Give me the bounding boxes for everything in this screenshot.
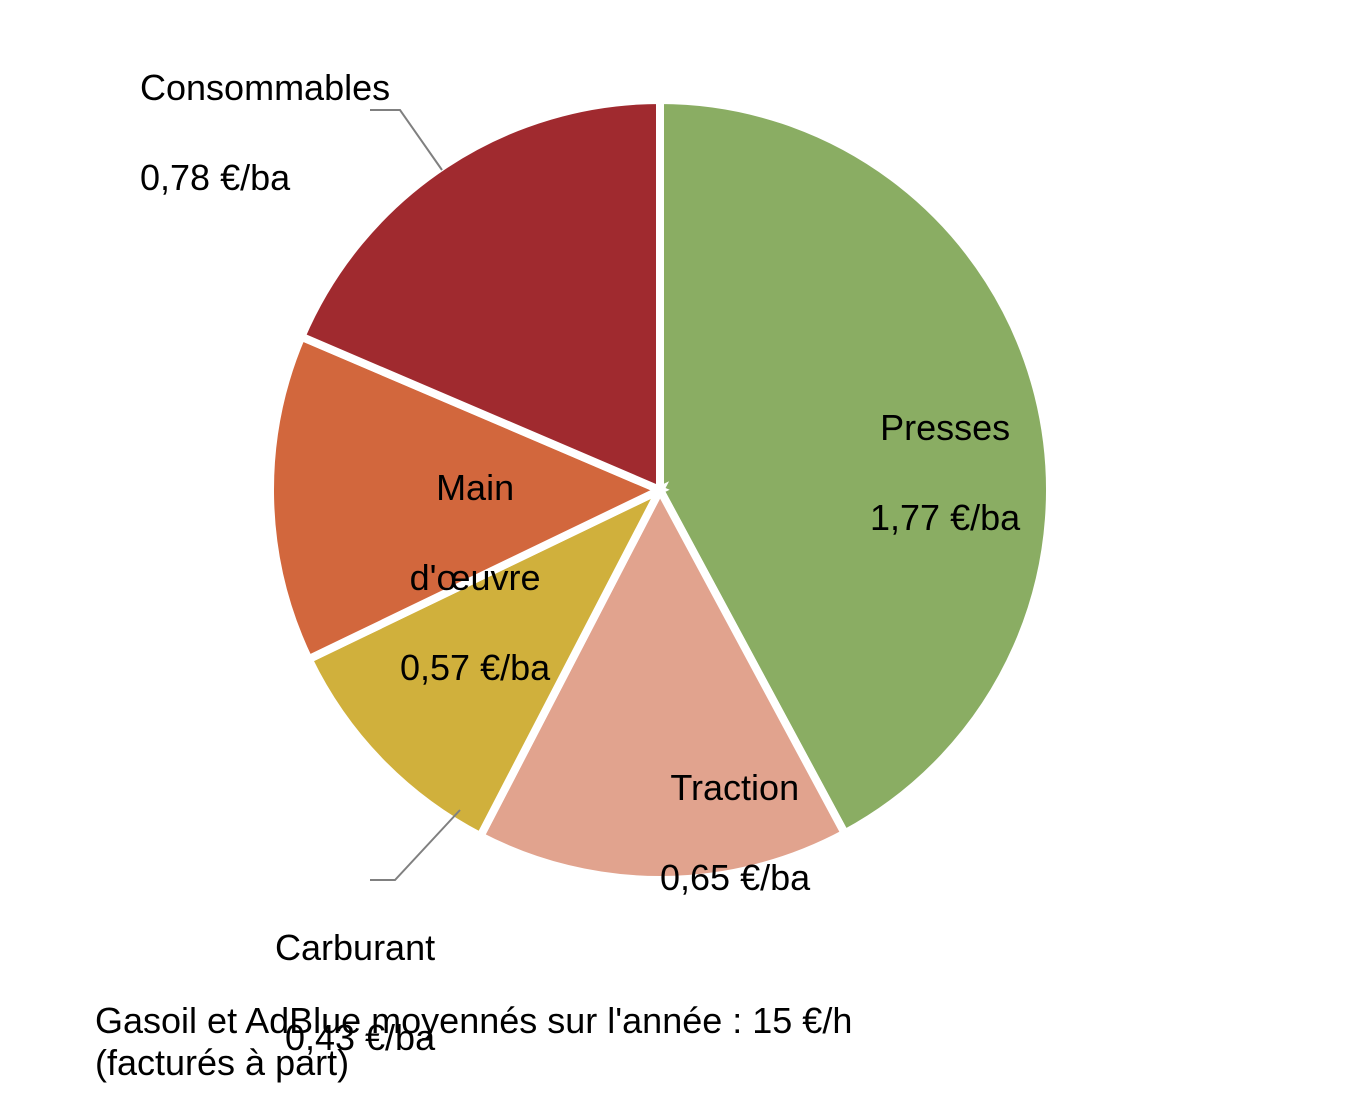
pie-chart-container: Presses 1,77 €/ba Traction 0,65 €/ba Car…	[0, 0, 1366, 1118]
slice-label-consommables: Consommables 0,78 €/ba	[100, 20, 390, 245]
slice-label-presses: Presses 1,77 €/ba	[830, 360, 1020, 585]
chart-footnote: Gasoil et AdBlue moyennés sur l'année : …	[95, 1000, 852, 1084]
slice-label-traction: Traction 0,65 €/ba	[620, 720, 810, 945]
slice-label-main-d-oeuvre: Main d'œuvre 0,57 €/ba	[360, 420, 550, 735]
